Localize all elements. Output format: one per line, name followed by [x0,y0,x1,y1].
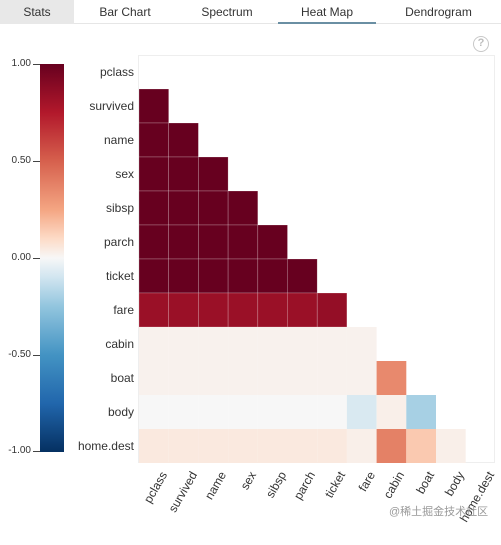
heatmap-cell [168,327,199,361]
heatmap-cell [346,361,377,395]
colorbar-label: 0.00 [11,252,31,263]
heatmap-cell [287,327,318,361]
heatmap-cell [376,395,407,429]
heatmap-cell [138,292,170,328]
heatmap-cell [168,190,199,226]
heatmap-cell [257,395,288,429]
heatmap-cell [139,361,169,395]
heatmap-cell [436,429,466,463]
row-label: survived [89,99,134,113]
heatmap-cell [168,156,199,192]
heatmap-cell [228,395,258,429]
heatmap-cell [168,429,199,463]
heatmap-cell [287,292,318,328]
heatmap-cell [257,224,288,260]
row-label: name [103,133,134,147]
heatmap-cell [139,395,169,429]
heatmap-cell [346,395,377,429]
heatmap-cell [406,395,436,429]
heatmap-cell [139,327,169,361]
heatmap-cell [228,429,258,463]
heatmap-cell [227,292,259,328]
heatmap-cell [287,429,318,463]
heatmap-cell [257,429,288,463]
row-label: parch [103,235,134,249]
tab-bar: Stats Bar Chart Spectrum Heat Map Dendro… [0,0,501,24]
heatmap-cell [138,190,170,226]
heatmap-cell [227,224,259,260]
colorbar-tick [33,161,40,162]
watermark: @稀土掘金技术社区 [389,506,489,518]
heatmap-cell [228,361,258,395]
heatmap-cell [346,429,377,463]
heatmap-cell [138,224,170,260]
colorbar-tick [33,64,40,65]
colorbar-tick [33,451,40,452]
colorbar-tick [33,258,40,259]
row-label: ticket [105,269,134,283]
heatmap-cell [198,292,229,328]
row-label: fare [113,303,134,317]
tab-dendrogram[interactable]: Dendrogram [405,5,472,19]
heatmap-cell [376,429,407,463]
tab-stats[interactable]: Stats [0,0,74,24]
heatmap-cell [227,190,259,226]
tab-heat-map[interactable]: Heat Map [278,0,376,24]
row-label: pclass [99,65,134,79]
heatmap-cell [257,258,288,294]
heatmap-cell [168,224,199,260]
heatmap-cell [257,327,288,361]
row-label: sibsp [105,201,134,215]
heatmap-cell [287,395,318,429]
heatmap-cell [138,258,170,294]
colorbar [40,64,64,452]
row-label: boat [110,371,134,385]
heatmap-cell [287,361,318,395]
heatmap-cell [228,327,258,361]
colorbar-label: 0.50 [11,155,31,166]
tab-spectrum[interactable]: Spectrum [201,5,253,19]
heatmap-cell [317,429,347,463]
colorbar-label: -1.00 [8,445,31,456]
heatmap-cell [227,258,259,294]
heatmap-cell [168,122,199,158]
heatmap-cell [198,190,229,226]
heatmap-cell [406,429,436,463]
help-icon[interactable]: ? [473,36,489,52]
heatmap-cell [198,224,229,260]
heatmap-cell [198,429,229,463]
row-label: body [107,405,134,419]
heatmap-cell [316,292,348,328]
heatmap-cell [346,327,377,361]
heatmap-cell [198,395,229,429]
heatmap-cell [168,361,199,395]
heatmap [138,88,466,463]
row-label: home.dest [77,439,134,453]
heatmap-cell [168,395,199,429]
heatmap-cell [139,429,169,463]
heatmap-cell [198,156,229,192]
colorbar-label: 1.00 [11,58,31,69]
heatmap-cell [317,395,347,429]
heatmap-cell [257,361,288,395]
heatmap-cell [317,361,347,395]
colorbar-tick [33,355,40,356]
heatmap-cell [287,258,318,294]
heatmap-cell [138,156,170,192]
row-label: cabin [105,337,134,351]
tab-bar-chart[interactable]: Bar Chart [99,5,151,19]
heatmap-cell [138,122,170,158]
heatmap-cell [198,327,229,361]
heatmap-cell [317,327,347,361]
heatmap-cell [257,292,288,328]
heatmap-cell [198,258,229,294]
heatmap-cell [168,258,199,294]
row-label: sex [115,167,134,181]
heatmap-cell [198,361,229,395]
heatmap-cell [168,292,199,328]
heatmap-cell [376,361,407,395]
colorbar-label: -0.50 [8,349,31,360]
heatmap-cell [138,88,170,124]
